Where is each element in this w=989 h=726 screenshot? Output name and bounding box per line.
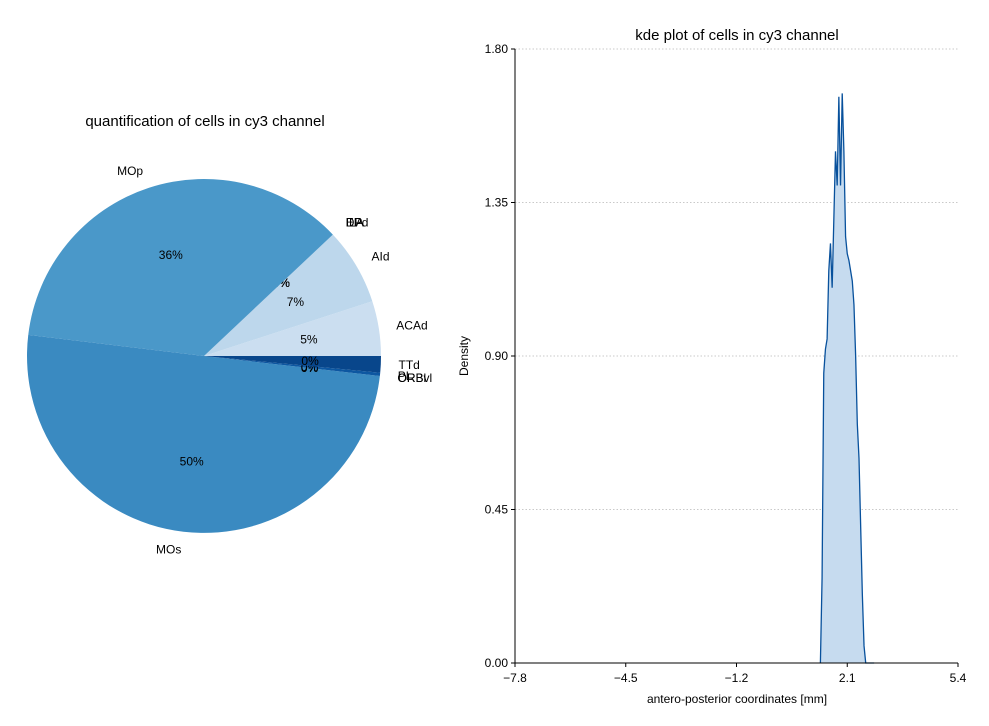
pie-pct-acad: 5%	[300, 332, 318, 346]
pie-label-mop: MOp	[117, 164, 143, 178]
pie-slice-ttd	[204, 356, 381, 373]
kde-x-tick-label: −1.2	[725, 671, 749, 685]
pie-label-orbvl: ORBvl	[398, 371, 433, 385]
kde-x-tick-label: −7.8	[503, 671, 527, 685]
kde-density-line	[819, 93, 875, 664]
pie-label-pl: PL	[398, 369, 413, 383]
pie-slice-mos	[27, 334, 380, 533]
pie-pct-mos: 50%	[180, 455, 204, 469]
pie-slice-acad	[204, 301, 381, 356]
kde-gridlines	[515, 48, 958, 510]
pie-pct-aid: 7%	[287, 295, 305, 309]
kde-y-axis-label: Density	[457, 336, 471, 376]
kde-x-axis-label: antero-posterior coordinates [mm]	[647, 692, 827, 706]
kde-x-tick-label: 5.4	[950, 671, 967, 685]
pie-label-acad: ACAd	[396, 319, 427, 333]
pie-slice-aid	[204, 234, 373, 356]
pie-slice-pl	[204, 356, 381, 377]
pie-label-epd: EPd	[346, 216, 369, 230]
pie-label-orbl: ORBl	[398, 371, 427, 385]
pie-label-mos: MOs	[156, 542, 181, 556]
pie-chart: ACAd5%AId7%ILA0%DP0%EPd0%MOp36%MOs50%ORB…	[27, 164, 432, 556]
pie-label-ttd: TTd	[399, 358, 420, 372]
kde-x-tick-label: −4.5	[614, 671, 638, 685]
pie-pct-ttd: 0%	[301, 354, 319, 368]
kde-y-tick-label: 1.80	[485, 42, 509, 56]
kde-title: kde plot of cells in cy3 channel	[635, 27, 838, 44]
kde-plot	[819, 93, 875, 664]
kde-axes: 0.00 0.45 0.90 1.35 1.80 −7.8 −4.5 −1.2 2.1 5.4	[485, 42, 967, 685]
kde-y-tick-label: 0.90	[485, 349, 509, 363]
kde-y-tick-label: 0.45	[485, 503, 509, 517]
pie-pct-mop: 36%	[159, 248, 183, 262]
pie-label-dp: DP	[346, 216, 363, 230]
pie-label-aid: AId	[372, 250, 390, 264]
kde-x-tick-label: 2.1	[839, 671, 856, 685]
pie-title: quantification of cells in cy3 channel	[85, 113, 324, 130]
pie-label-ila: ILA	[346, 216, 364, 230]
pie-slice-mop	[28, 178, 333, 356]
kde-y-tick-label: 1.35	[485, 196, 509, 210]
kde-y-tick-label: 0.00	[485, 656, 509, 670]
kde-density-fill	[820, 93, 875, 664]
